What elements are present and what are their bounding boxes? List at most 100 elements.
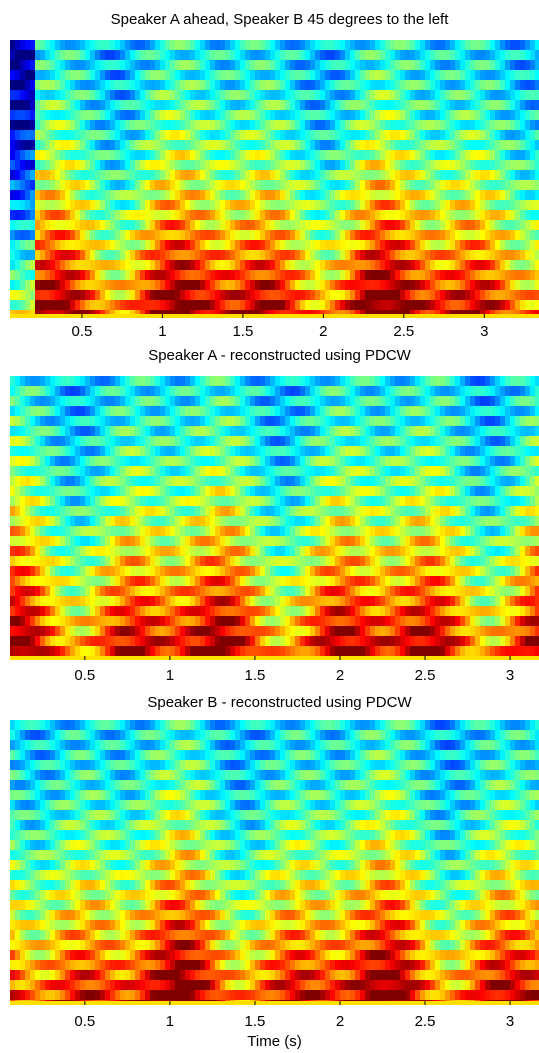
- spectrogram-cell: [140, 406, 146, 417]
- spectrogram-cell: [310, 616, 316, 627]
- spectrogram-cell: [525, 300, 531, 311]
- spectrogram-cell: [110, 636, 116, 647]
- spectrogram-cell: [165, 220, 171, 231]
- spectrogram-cell: [245, 566, 251, 577]
- spectrogram-cell: [220, 190, 226, 201]
- spectrogram-cell: [15, 260, 21, 271]
- spectrogram-cell: [345, 576, 351, 587]
- spectrogram-cell: [95, 536, 101, 547]
- spectrogram-cell: [40, 270, 46, 281]
- spectrogram-cell: [280, 446, 286, 457]
- spectrogram-cell: [30, 70, 36, 81]
- spectrogram-cell: [420, 240, 426, 251]
- spectrogram-cell: [420, 230, 426, 241]
- spectrogram-cell: [290, 210, 296, 221]
- spectrogram-cell: [185, 100, 191, 111]
- spectrogram-cell: [190, 446, 196, 457]
- spectrogram-cell: [210, 290, 216, 301]
- spectrogram-cell: [435, 290, 441, 301]
- spectrogram-cell: [245, 606, 251, 617]
- spectrogram-cell: [445, 200, 451, 211]
- spectrogram-cell: [335, 170, 341, 181]
- spectrogram-cell: [340, 270, 346, 281]
- spectrogram-cell: [220, 616, 226, 627]
- spectrogram-cell: [150, 60, 156, 71]
- spectrogram-cell: [105, 576, 111, 587]
- spectrogram-cell: [230, 130, 236, 141]
- spectrogram-cell: [375, 290, 381, 301]
- spectrogram-cell: [360, 110, 366, 121]
- spectrogram-cell: [70, 100, 76, 111]
- spectrogram-cell: [290, 436, 296, 447]
- spectrogram-cell: [200, 90, 206, 101]
- spectrogram-cell: [90, 130, 96, 141]
- spectrogram-cell: [285, 606, 291, 617]
- spectrogram-cell: [345, 100, 351, 111]
- spectrogram-cell: [280, 100, 286, 111]
- spectrogram-cell: [445, 170, 451, 181]
- spectrogram-cell: [515, 150, 521, 161]
- spectrogram-cell: [350, 396, 356, 407]
- spectrogram-cell: [140, 416, 146, 427]
- spectrogram-cell: [195, 546, 201, 557]
- spectrogram-cell: [340, 606, 346, 617]
- spectrogram-cell: [245, 280, 251, 291]
- spectrogram-cell: [355, 210, 361, 221]
- spectrogram-cell: [250, 506, 256, 517]
- spectrogram-cell: [375, 270, 381, 281]
- spectrogram-cell: [335, 200, 341, 211]
- spectrogram-cell: [265, 456, 271, 467]
- spectrogram-cell: [370, 240, 376, 251]
- spectrogram-cell: [245, 170, 251, 181]
- spectrogram-cell: [250, 50, 256, 61]
- spectrogram-cell: [250, 516, 256, 527]
- spectrogram-cell: [65, 556, 71, 567]
- spectrogram-cell: [125, 486, 131, 497]
- spectrogram-cell: [215, 406, 221, 417]
- spectrogram-cell: [320, 70, 326, 81]
- spectrogram-cell: [15, 160, 21, 171]
- spectrogram-cell: [420, 110, 426, 121]
- spectrogram-cell: [345, 300, 351, 311]
- spectrogram-cell: [100, 120, 106, 131]
- spectrogram-cell: [160, 80, 166, 91]
- spectrogram-cell: [340, 250, 346, 261]
- spectrogram-cell: [280, 270, 286, 281]
- spectrogram-cell: [120, 110, 126, 121]
- spectrogram-cell: [225, 556, 231, 567]
- spectrogram-cell: [100, 646, 106, 657]
- spectrogram-cell: [30, 486, 36, 497]
- spectrogram-cell: [230, 260, 236, 271]
- spectrogram-cell: [260, 60, 266, 71]
- spectrogram-cell: [40, 90, 46, 101]
- spectrogram-cell: [155, 160, 161, 171]
- spectrogram-cell: [470, 150, 476, 161]
- spectrogram-cell: [45, 376, 51, 387]
- spectrogram-cell: [355, 110, 361, 121]
- spectrogram-cell: [145, 636, 151, 647]
- spectrogram-cell: [210, 180, 216, 191]
- spectrogram-cell: [95, 446, 101, 457]
- spectrogram-cell: [125, 396, 131, 407]
- spectrogram-cell: [75, 406, 81, 417]
- spectrogram-cell: [330, 506, 336, 517]
- spectrogram-cell: [240, 210, 246, 221]
- spectrogram-cell: [290, 50, 296, 61]
- spectrogram-cell: [95, 140, 101, 151]
- spectrogram-cell: [170, 130, 176, 141]
- spectrogram-cell: [450, 260, 456, 271]
- spectrogram-cell: [315, 576, 321, 587]
- spectrogram-cell: [205, 546, 211, 557]
- spectrogram-cell: [340, 536, 346, 547]
- spectrogram-cell: [515, 250, 521, 261]
- spectrogram-cell: [310, 446, 316, 457]
- spectrogram-cell: [265, 40, 271, 51]
- spectrogram-cell: [300, 616, 306, 627]
- spectrogram-cell: [90, 270, 96, 281]
- spectrogram-cell: [350, 140, 356, 151]
- spectrogram-cell: [245, 546, 251, 557]
- spectrogram-cell: [390, 110, 396, 121]
- spectrogram-cell: [35, 70, 41, 81]
- spectrogram-cell: [390, 100, 396, 111]
- spectrogram-cell: [290, 376, 296, 387]
